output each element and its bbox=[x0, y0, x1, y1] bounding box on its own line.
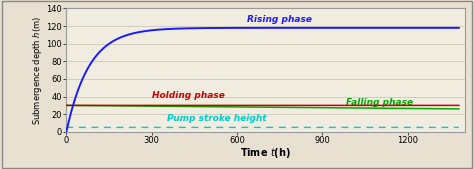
X-axis label: Time $t$(h): Time $t$(h) bbox=[240, 146, 291, 160]
Text: Rising phase: Rising phase bbox=[247, 15, 312, 24]
Text: Falling phase: Falling phase bbox=[346, 98, 413, 107]
Y-axis label: Submergence depth $h$(m): Submergence depth $h$(m) bbox=[31, 16, 44, 125]
Text: Pump stroke height: Pump stroke height bbox=[167, 114, 267, 123]
Text: Holding phase: Holding phase bbox=[152, 91, 225, 100]
